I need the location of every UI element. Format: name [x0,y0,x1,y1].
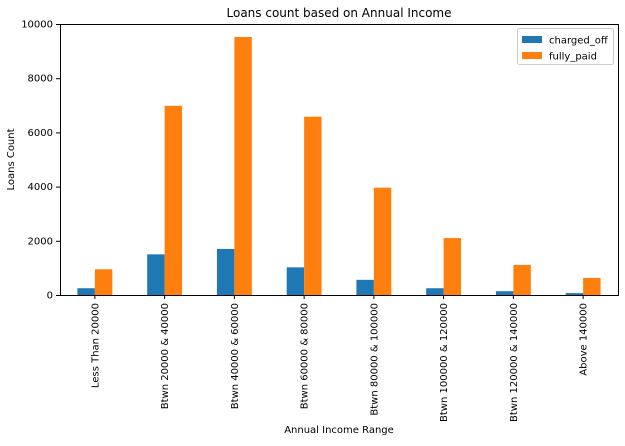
bars [77,37,601,296]
x-tick-label: Btwn 60000 & 80000 [300,303,311,409]
x-tick-label: Btwn 120000 & 140000 [509,303,520,422]
chart-title: Loans count based on Annual Income [227,6,452,20]
x-axis-ticks: Less Than 20000 Btwn 20000 & 40000 Btwn 40… [90,295,590,422]
bar-charged-off [426,288,444,295]
bar-charged-off [356,279,374,295]
bar-fully-paid [94,269,113,295]
x-axis-label: Annual Income Range [284,425,394,436]
bar-charged-off [565,293,584,295]
bar-fully-paid [373,187,392,295]
y-tick-label: 4000 [28,182,53,193]
plot-frame [60,24,619,296]
legend: charged_off fully_paid [517,28,614,65]
bar-charged-off [495,291,514,295]
legend-swatch-fully-paid [522,52,542,59]
legend-swatch-charged-off [522,36,542,43]
y-tick-label: 2000 [28,236,53,247]
bar-fully-paid [164,105,183,295]
y-axis-ticks: 0 2000 4000 6000 8000 10000 [21,20,60,302]
x-tick-label: Btwn 80000 & 100000 [369,303,380,416]
y-tick-label: 8000 [28,74,53,85]
y-tick-label: 0 [47,291,53,302]
bar-fully-paid [443,238,462,295]
x-tick-label: Less Than 20000 [90,303,101,388]
x-tick-label: Btwn 20000 & 40000 [160,303,171,409]
bar-charged-off [286,267,305,295]
y-axis-label: Loans Count [6,128,17,190]
bar-fully-paid [583,277,601,295]
legend-label-charged-off: charged_off [549,36,609,47]
x-tick-label: Btwn 40000 & 60000 [230,303,241,409]
bar-fully-paid [234,37,252,296]
bar-charged-off [147,254,165,295]
x-tick-label: Btwn 100000 & 120000 [439,303,450,422]
bar-fully-paid [513,264,531,295]
bar-charged-off [77,288,95,295]
bar-charged-off [216,248,235,295]
legend-label-fully-paid: fully_paid [549,52,597,63]
y-tick-label: 6000 [28,128,53,139]
x-tick-label: Above 140000 [579,303,590,376]
bar-fully-paid [304,116,322,295]
y-tick-label: 10000 [21,20,53,31]
